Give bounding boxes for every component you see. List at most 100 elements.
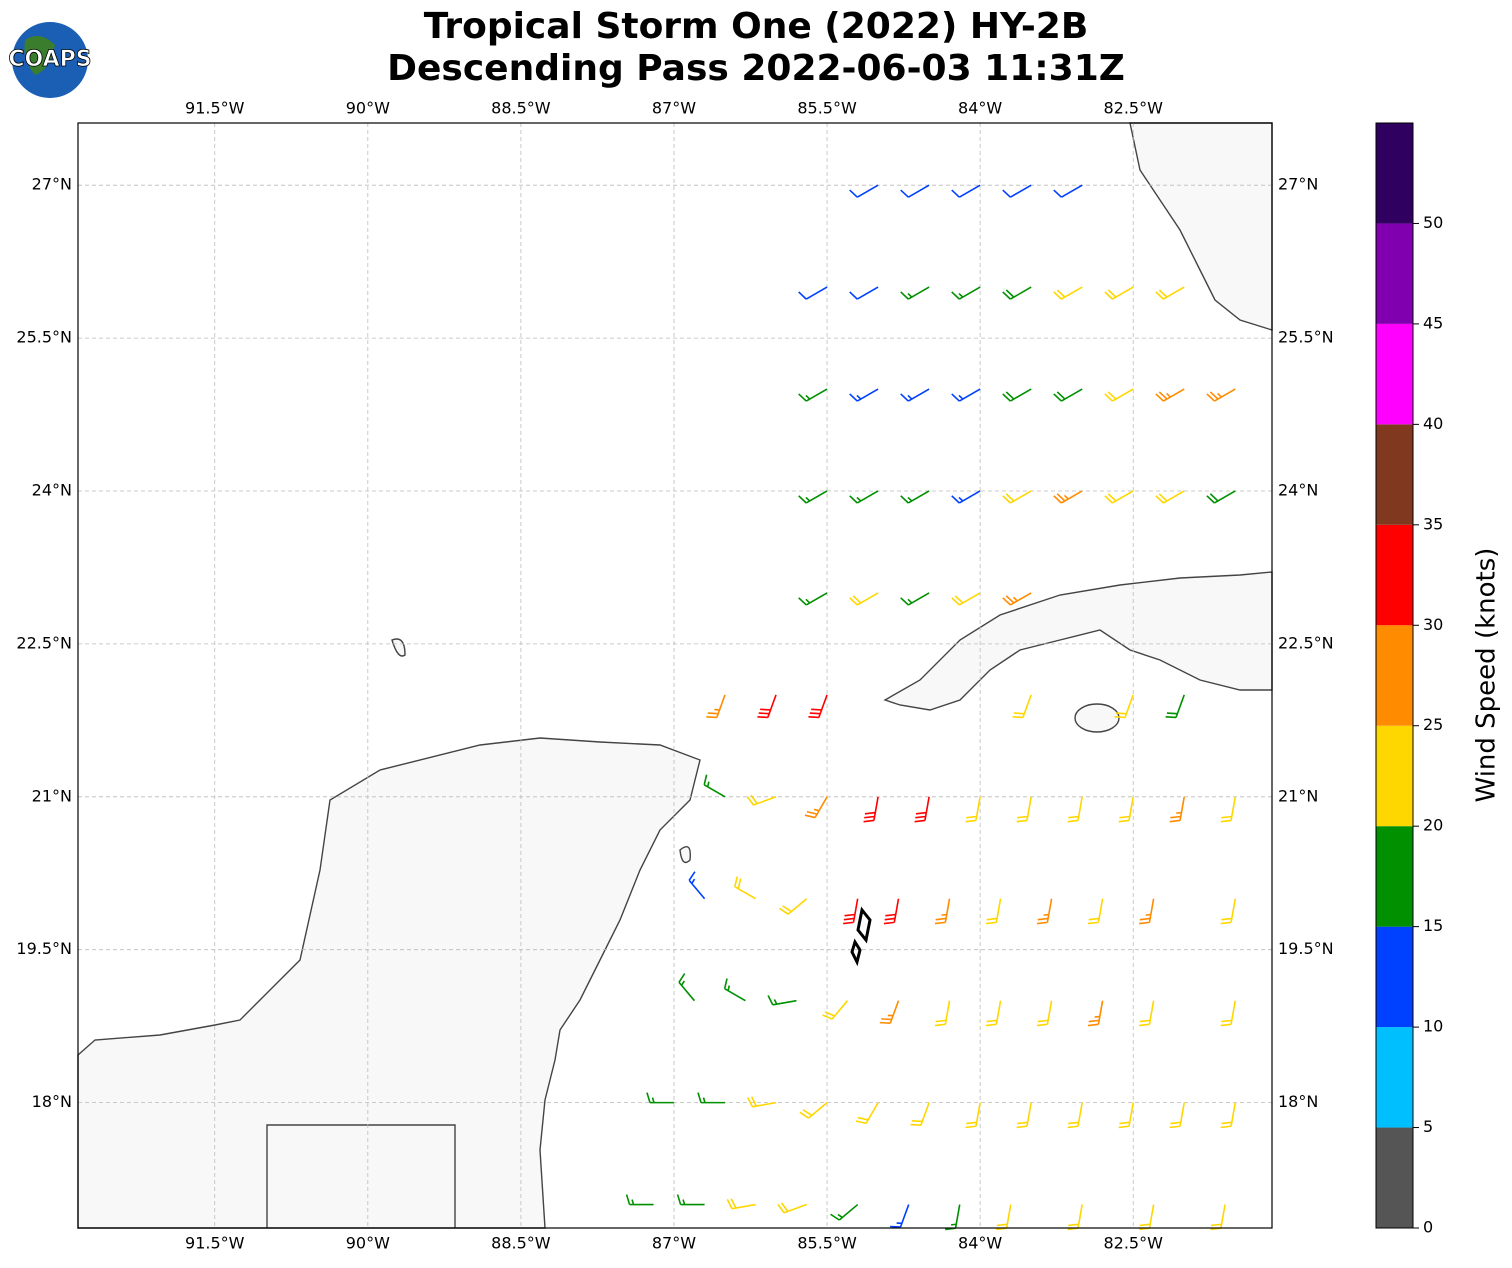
wind-barb — [1067, 796, 1083, 823]
wind-barb — [777, 1202, 807, 1214]
wind-barb — [1002, 592, 1032, 606]
x-tick-label: 87°W — [652, 99, 696, 118]
wind-barb — [1206, 388, 1236, 402]
wind-barb — [1220, 1102, 1237, 1129]
wind-barb — [900, 490, 930, 504]
colorbar-tick-label: 40 — [1423, 414, 1443, 433]
y-tick-label: 25.5°N — [16, 328, 72, 347]
wind-barb — [855, 1102, 879, 1125]
colorbar-bin — [1376, 625, 1413, 726]
wind-barb — [1104, 388, 1134, 402]
wind-barb — [746, 794, 777, 806]
y-tick-label: 18°N — [1278, 1092, 1318, 1111]
wind-barb — [1053, 388, 1083, 402]
y-tick-label: 27°N — [1278, 175, 1318, 194]
wind-barb — [1036, 1000, 1053, 1027]
wind-barb — [910, 1102, 930, 1126]
wind-barb — [1053, 184, 1083, 198]
grid — [78, 123, 1272, 1228]
colorbar: 0 5 10 15 20 25 30 35 40 45 50 — [1375, 122, 1443, 1237]
wind-barb — [1067, 1102, 1083, 1129]
wind-barb — [822, 1000, 849, 1020]
wind-barb — [1016, 796, 1032, 823]
wind-barb — [985, 1000, 1002, 1027]
wind-barb — [951, 286, 981, 300]
y-tick-label: 25.5°N — [1278, 328, 1334, 347]
wind-barb — [697, 1092, 726, 1104]
wind-barb — [849, 592, 879, 606]
wind-barb — [965, 796, 981, 823]
colorbar-bin — [1376, 926, 1413, 1028]
wind-barb — [900, 184, 930, 198]
x-tick-label: 88.5°W — [491, 1234, 551, 1253]
colorbar-bin — [1376, 1127, 1413, 1228]
wind-barb — [1104, 490, 1134, 504]
border — [266, 1124, 456, 1228]
y-tick-label: 22.5°N — [16, 633, 72, 652]
wind-barb — [1165, 694, 1185, 719]
wind-barb — [900, 388, 930, 402]
colorbar-label: Wind Speed (knots) — [1472, 548, 1502, 803]
wind-barb — [625, 1194, 654, 1206]
wind-barb — [799, 1102, 828, 1119]
wind-barb — [849, 388, 879, 402]
wind-barb — [849, 490, 879, 504]
wind-barb — [706, 694, 726, 719]
wind-barb — [723, 978, 746, 1002]
wind-barb — [1087, 898, 1104, 925]
wind-barb — [900, 286, 930, 300]
wind-barb — [1087, 1000, 1104, 1027]
wind-barb — [1012, 694, 1032, 719]
wind-barb — [798, 592, 828, 606]
x-tick-label: 91.5°W — [185, 99, 245, 118]
x-tick-label: 88.5°W — [491, 99, 551, 118]
colorbar-tick-label: 35 — [1423, 514, 1443, 533]
wind-barb — [843, 898, 859, 925]
y-tick-label: 19.5°N — [16, 939, 72, 958]
land — [77, 122, 1273, 1229]
title-line: Descending Pass 2022-06-03 11:31Z — [387, 48, 1125, 89]
y-tick-label: 22.5°N — [1278, 633, 1334, 652]
wind-barb — [883, 898, 900, 925]
wind-barb — [1138, 1000, 1155, 1027]
colorbar-bin — [1376, 725, 1413, 827]
island — [391, 638, 406, 657]
wind-barb — [1155, 490, 1185, 504]
wind-barb — [1155, 286, 1185, 300]
colorbar-frame — [1375, 122, 1414, 1229]
wind-barb — [890, 1204, 910, 1228]
x-tick-label: 82.5°W — [1103, 1234, 1163, 1253]
wind-barb — [1016, 1102, 1032, 1129]
wind-barb — [1118, 1102, 1134, 1129]
wind-barb — [1220, 1000, 1237, 1027]
wind-barb — [1036, 898, 1053, 925]
wind-barb — [863, 796, 879, 823]
cuba — [883, 571, 1273, 711]
wind-barb — [849, 184, 879, 198]
wind-barb — [914, 796, 930, 823]
colorbar-bin — [1376, 323, 1413, 425]
y-tick-label: 19.5°N — [1278, 939, 1334, 958]
x-tick-label: 85.5°W — [797, 1234, 857, 1253]
wind-barb — [678, 973, 696, 1002]
colorbar-tick-label: 45 — [1423, 313, 1443, 332]
x-tick-label: 87°W — [652, 1234, 696, 1253]
wind-barb — [757, 694, 777, 719]
colorbar-tick-label: 50 — [1423, 213, 1443, 232]
colorbar-bin — [1376, 424, 1413, 525]
x-tick-label: 84°W — [958, 1234, 1002, 1253]
wind-barb — [1002, 286, 1032, 300]
y-tick-label: 27°N — [32, 175, 72, 194]
wind-barb — [985, 898, 1002, 925]
y-tick-label: 21°N — [32, 786, 72, 805]
x-tick-label: 91.5°W — [185, 1234, 245, 1253]
wind-barb — [688, 871, 706, 900]
y-tick-label: 24°N — [1278, 480, 1318, 499]
wind-barb — [746, 1096, 777, 1108]
colorbar-bin — [1376, 826, 1413, 927]
wind-barb — [646, 1092, 674, 1104]
wind-barb — [1002, 388, 1032, 402]
wind-barb — [1220, 796, 1237, 823]
wind-barb — [951, 184, 981, 198]
